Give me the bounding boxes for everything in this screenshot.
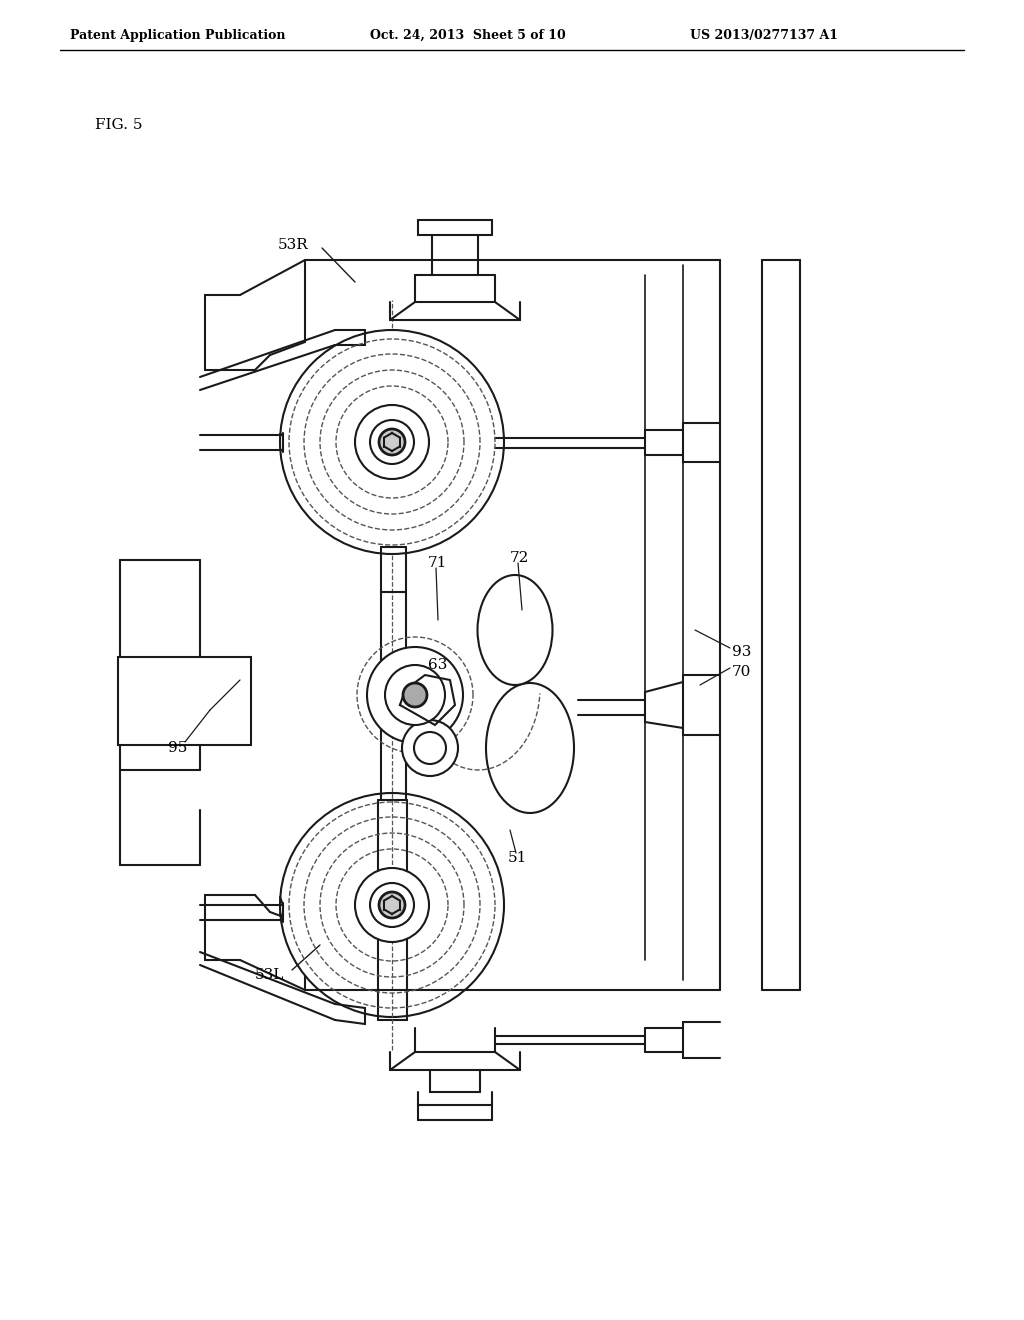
Polygon shape xyxy=(400,675,455,725)
Text: Oct. 24, 2013  Sheet 5 of 10: Oct. 24, 2013 Sheet 5 of 10 xyxy=(370,29,565,41)
Text: 95: 95 xyxy=(168,741,187,755)
Text: 72: 72 xyxy=(510,550,529,565)
Bar xyxy=(118,657,251,744)
Circle shape xyxy=(280,330,504,554)
Text: 53L: 53L xyxy=(255,968,285,982)
Circle shape xyxy=(379,892,406,917)
Circle shape xyxy=(367,647,463,743)
Text: Patent Application Publication: Patent Application Publication xyxy=(70,29,286,41)
Circle shape xyxy=(355,405,429,479)
Text: 93: 93 xyxy=(732,645,752,659)
Circle shape xyxy=(355,869,429,942)
Circle shape xyxy=(379,429,406,455)
Text: 51: 51 xyxy=(508,851,527,865)
Circle shape xyxy=(414,733,446,764)
Circle shape xyxy=(280,793,504,1016)
Circle shape xyxy=(402,719,458,776)
Circle shape xyxy=(385,665,445,725)
Circle shape xyxy=(370,420,414,465)
Ellipse shape xyxy=(486,682,574,813)
Text: FIG. 5: FIG. 5 xyxy=(95,117,142,132)
Text: 63: 63 xyxy=(428,657,447,672)
Text: 71: 71 xyxy=(428,556,447,570)
Text: 53R: 53R xyxy=(278,238,309,252)
Circle shape xyxy=(370,883,414,927)
Text: 70: 70 xyxy=(732,665,752,678)
Ellipse shape xyxy=(477,576,553,685)
Circle shape xyxy=(403,682,427,708)
Text: US 2013/0277137 A1: US 2013/0277137 A1 xyxy=(690,29,838,41)
